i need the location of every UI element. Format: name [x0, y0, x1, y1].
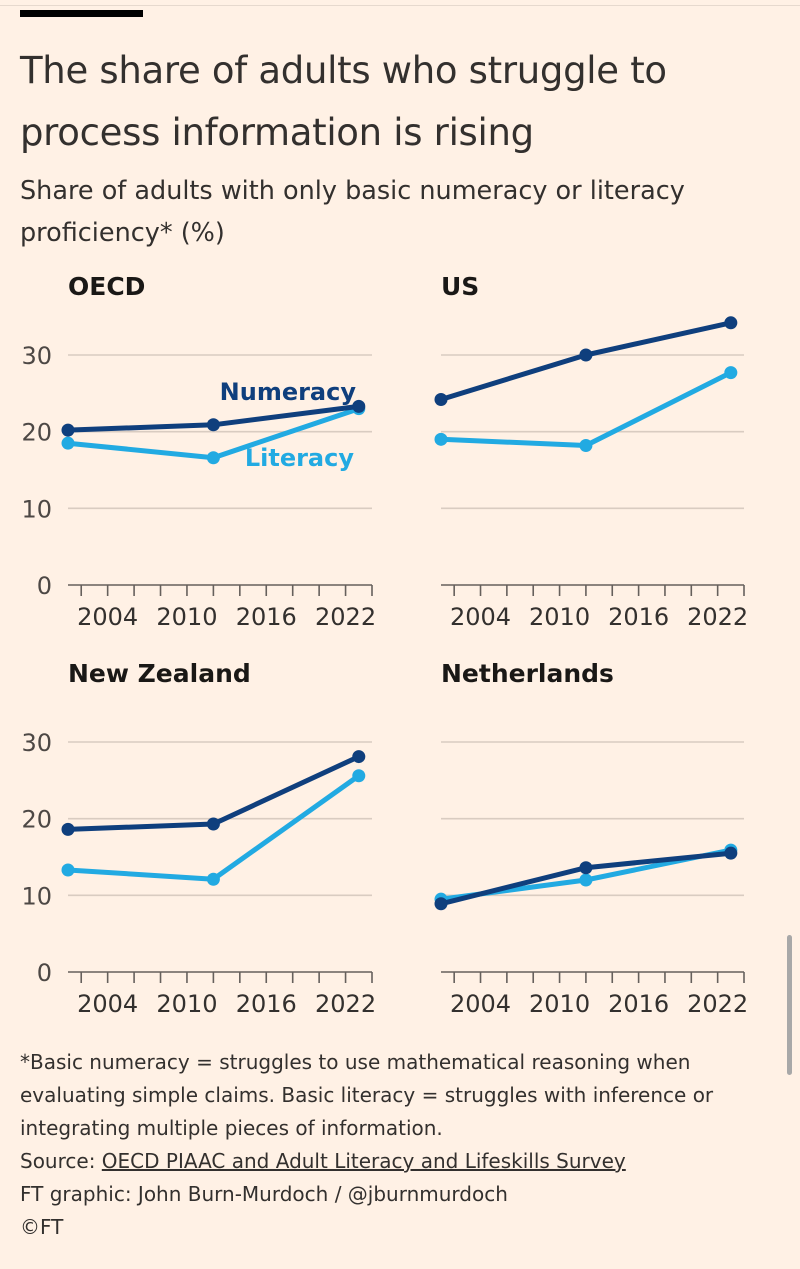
ft-accent-bar — [20, 10, 143, 17]
footnote-block: *Basic numeracy = struggles to use mathe… — [20, 1046, 790, 1244]
numeracy-point — [206, 817, 220, 831]
x-tick-label: 2010 — [529, 990, 590, 1018]
copyright: ©FT — [20, 1215, 64, 1239]
y-tick-label: 30 — [21, 342, 52, 370]
numeracy-point — [579, 861, 593, 875]
literacy-point — [352, 769, 366, 783]
x-tick-label: 2004 — [450, 990, 511, 1018]
literacy-point — [206, 872, 220, 886]
x-tick-label: 2016 — [236, 990, 297, 1018]
x-tick-label: 2010 — [156, 990, 217, 1018]
y-tick-label: 10 — [21, 495, 52, 523]
numeracy-point — [724, 846, 738, 860]
literacy-point — [579, 438, 593, 452]
numeracy-point — [579, 348, 593, 362]
literacy-point — [61, 863, 75, 877]
x-tick-label: 2022 — [315, 990, 376, 1018]
numeracy-point — [352, 750, 366, 764]
literacy-label: Literacy — [245, 444, 355, 472]
x-tick-label: 2010 — [156, 603, 217, 631]
y-tick-label: 0 — [37, 959, 52, 987]
chart-title: The share of adults who struggle to proc… — [20, 49, 667, 154]
footnote-definitions: *Basic numeracy = struggles to use mathe… — [20, 1050, 714, 1140]
y-tick-label: 20 — [21, 806, 52, 834]
numeracy-point — [724, 316, 738, 330]
literacy-point — [579, 873, 593, 887]
panel-title-netherlands: Netherlands — [441, 659, 614, 688]
literacy-point — [724, 366, 738, 380]
x-tick-label: 2016 — [236, 603, 297, 631]
x-tick-label: 2022 — [687, 990, 748, 1018]
x-tick-label: 2016 — [608, 990, 669, 1018]
numeracy-point — [434, 392, 448, 406]
x-tick-label: 2022 — [315, 603, 376, 631]
literacy-point — [61, 436, 75, 450]
panel-title-new-zealand: New Zealand — [68, 659, 251, 688]
literacy-point — [206, 451, 220, 465]
panel-title-us: US — [441, 272, 479, 301]
panel-title-oecd: OECD — [68, 272, 145, 301]
chart-subtitle: Share of adults with only basic numeracy… — [20, 176, 685, 248]
x-tick-label: 2016 — [608, 603, 669, 631]
source-link[interactable]: OECD PIAAC and Adult Literacy and Lifesk… — [101, 1149, 626, 1173]
x-tick-label: 2022 — [687, 603, 748, 631]
numeracy-point — [352, 399, 366, 413]
graphic-credit: FT graphic: John Burn-Murdoch / @jburnmu… — [20, 1182, 508, 1206]
numeracy-point — [434, 897, 448, 911]
y-tick-label: 0 — [37, 572, 52, 600]
numeracy-point — [61, 822, 75, 836]
y-tick-label: 10 — [21, 882, 52, 910]
source-prefix: Source: — [20, 1149, 102, 1173]
x-tick-label: 2010 — [529, 603, 590, 631]
numeracy-point — [206, 418, 220, 432]
x-tick-label: 2004 — [77, 990, 138, 1018]
source-line: Source: OECD PIAAC and Adult Literacy an… — [20, 1145, 790, 1178]
literacy-point — [434, 432, 448, 446]
top-rule — [0, 5, 800, 6]
y-tick-label: 30 — [21, 729, 52, 757]
numeracy-point — [61, 423, 75, 437]
scrollbar-thumb[interactable] — [787, 935, 792, 1075]
x-tick-label: 2004 — [77, 603, 138, 631]
x-tick-label: 2004 — [450, 603, 511, 631]
y-tick-label: 20 — [21, 419, 52, 447]
numeracy-label: Numeracy — [220, 378, 357, 406]
